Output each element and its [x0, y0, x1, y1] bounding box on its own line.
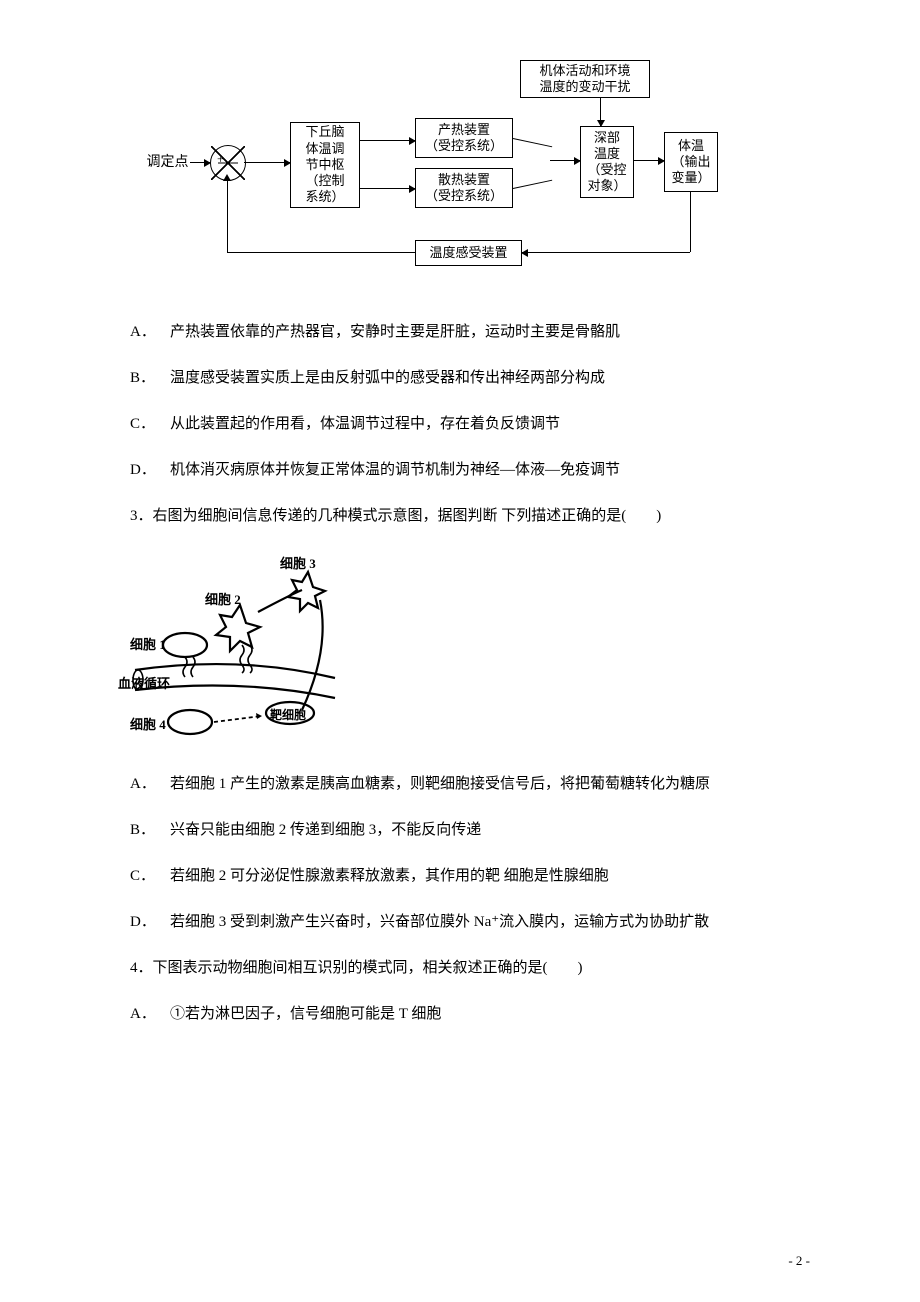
option-letter: A． [130, 772, 170, 796]
option-text: 从此装置起的作用看，体温调节过程中，存在着负反馈调节 [170, 412, 560, 436]
arrow [600, 98, 601, 126]
arrow [634, 160, 664, 161]
line [227, 179, 228, 253]
label-cell4: 细胞 4 [130, 715, 166, 736]
option-letter: C． [130, 412, 170, 436]
page-number: - 2 - [788, 1251, 810, 1272]
line [513, 180, 552, 189]
q4-option-a: A． ①若为淋巴因子，信号细胞可能是 T 细胞 [130, 1002, 810, 1026]
line [690, 192, 691, 252]
arrow [360, 140, 415, 141]
arrow [190, 162, 210, 163]
option-text: 若细胞 3 受到刺激产生兴奋时，兴奋部位膜外 Na⁺流入膜内，运输方式为协助扩散 [170, 910, 709, 934]
q3-option-b: B． 兴奋只能由细胞 2 传递到细胞 3，不能反向传递 [130, 818, 810, 842]
q3-option-c: C． 若细胞 2 可分泌促性腺激素释放激素，其作用的靶 细胞是性腺细胞 [130, 864, 810, 888]
q2-option-b: B． 温度感受装置实质上是由反射弧中的感受器和传出神经两部分构成 [130, 366, 810, 390]
thermoregulation-flowchart: 调定点 + 下丘脑 体温调 节中枢 （控制 系统） 产热装置 （受控系统） 散热… [150, 60, 790, 290]
label-blood: 血液循环 [118, 674, 170, 695]
arrow [244, 162, 290, 163]
label-target: 靶细胞 [270, 706, 306, 725]
q3-option-d: D． 若细胞 3 受到刺激产生兴奋时，兴奋部位膜外 Na⁺流入膜内，运输方式为协… [130, 910, 810, 934]
label-setpoint: 调定点 [140, 154, 195, 172]
box-controller: 下丘脑 体温调 节中枢 （控制 系统） [290, 122, 360, 208]
label-cell2: 细胞 2 [205, 590, 241, 611]
cell-signaling-diagram: 细胞 1 细胞 2 细胞 3 细胞 4 血液循环 靶细胞 [130, 550, 350, 750]
option-letter: B． [130, 818, 170, 842]
option-text: 若细胞 2 可分泌促性腺激素释放激素，其作用的靶 细胞是性腺细胞 [170, 864, 609, 888]
option-letter: A． [130, 1002, 170, 1026]
box-disturbance: 机体活动和环境 温度的变动干扰 [520, 60, 650, 98]
q3-stem: 3．右图为细胞间信息传递的几种模式示意图，据图判断 下列描述正确的是( ) [130, 504, 810, 528]
q2-option-c: C． 从此装置起的作用看，体温调节过程中，存在着负反馈调节 [130, 412, 810, 436]
arrow [522, 252, 690, 253]
q4-stem: 4．下图表示动物细胞间相互识别的模式同，相关叙述正确的是( ) [130, 956, 810, 980]
option-letter: A． [130, 320, 170, 344]
q2-option-d: D． 机体消灭病原体并恢复正常体温的调节机制为神经—体液—免疫调节 [130, 458, 810, 482]
option-text: ①若为淋巴因子，信号细胞可能是 T 细胞 [170, 1002, 441, 1026]
option-letter: D． [130, 458, 170, 482]
option-text: 兴奋只能由细胞 2 传递到细胞 3，不能反向传递 [170, 818, 481, 842]
option-letter: D． [130, 910, 170, 934]
box-dissipate-device: 散热装置 （受控系统） [415, 168, 513, 208]
option-text: 若细胞 1 产生的激素是胰高血糖素，则靶细胞接受信号后，将把葡萄糖转化为糖原 [170, 772, 710, 796]
box-sensor: 温度感受装置 [415, 240, 522, 266]
option-text: 机体消灭病原体并恢复正常体温的调节机制为神经—体液—免疫调节 [170, 458, 620, 482]
box-heat-device: 产热装置 （受控系统） [415, 118, 513, 158]
plus-symbol: + [217, 151, 224, 168]
option-text: 温度感受装置实质上是由反射弧中的感受器和传出神经两部分构成 [170, 366, 605, 390]
label-cell3: 细胞 3 [280, 554, 316, 575]
line [513, 138, 552, 147]
label-cell1: 细胞 1 [130, 635, 166, 656]
line [227, 252, 415, 253]
q3-option-a: A． 若细胞 1 产生的激素是胰高血糖素，则靶细胞接受信号后，将把葡萄糖转化为糖… [130, 772, 810, 796]
option-letter: B． [130, 366, 170, 390]
option-text: 产热装置依靠的产热器官，安静时主要是肝脏，运动时主要是骨骼肌 [170, 320, 620, 344]
arrow [360, 188, 415, 189]
box-output: 体温 （输出 变量） [664, 132, 718, 192]
arrowhead [223, 174, 231, 181]
box-deep-temp: 深部 温度 （受控 对象） [580, 126, 634, 198]
q2-option-a: A． 产热装置依靠的产热器官，安静时主要是肝脏，运动时主要是骨骼肌 [130, 320, 810, 344]
arrow [550, 160, 580, 161]
option-letter: C． [130, 864, 170, 888]
